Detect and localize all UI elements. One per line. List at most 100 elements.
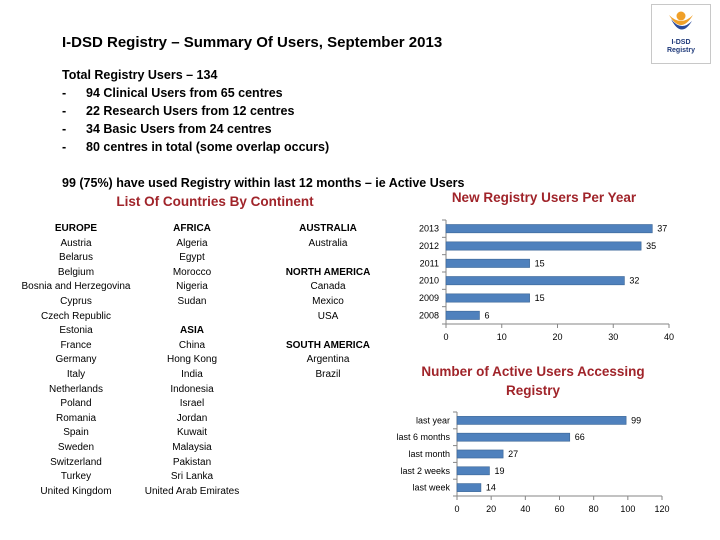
summary-block: Total Registry Users – 134 - 94 Clinical … — [62, 66, 464, 192]
europe-column: EUROPE Austria Belarus Belgium Bosnia an… — [10, 222, 142, 499]
country-item: Israel — [179, 398, 205, 410]
basic-users: 34 Basic Users from 24 centres — [86, 122, 272, 136]
registry-logo: I-DSD Registry — [651, 4, 711, 64]
x-tick-label: 0 — [454, 504, 459, 514]
country-item: Bosnia and Herzegovina — [21, 281, 131, 293]
x-tick-label: 20 — [552, 332, 562, 342]
country-item: USA — [317, 310, 339, 322]
country-item: Germany — [55, 354, 97, 366]
country-item: Brazil — [315, 368, 341, 380]
summary-bullet: - 34 Basic Users from 24 centres — [62, 120, 464, 138]
data-label: 35 — [646, 241, 656, 251]
continent-heading: SOUTH AMERICA — [285, 339, 371, 351]
bar — [456, 483, 482, 492]
summary-bullet: - 94 Clinical Users from 65 centres — [62, 84, 464, 102]
summary-bullet: - 80 centres in total (some overlap occur… — [62, 138, 464, 156]
country-item: Sri Lanka — [170, 471, 214, 483]
bar — [456, 432, 571, 442]
x-tick-label: 100 — [620, 504, 635, 514]
continent-heading: AFRICA — [173, 223, 211, 234]
x-tick-label: 10 — [497, 332, 507, 342]
logo-line2: Registry — [666, 47, 695, 54]
country-item: Italy — [66, 368, 86, 380]
country-item: Belarus — [59, 252, 93, 264]
chart-title-active-users: Number of Active Users Accessing Registr… — [421, 364, 645, 398]
data-label: 66 — [575, 432, 585, 442]
bar — [456, 449, 504, 459]
country-item: Netherlands — [49, 383, 103, 395]
country-item: Jordan — [176, 412, 208, 424]
country-item: Pakistan — [172, 456, 212, 468]
category-label: last year — [416, 415, 450, 425]
country-item: United Arab Emirates — [144, 485, 240, 497]
data-label: 27 — [508, 449, 518, 459]
x-tick-label: 120 — [654, 504, 669, 514]
data-label: 14 — [486, 483, 496, 493]
bar — [445, 258, 530, 268]
category-label: 2012 — [419, 241, 439, 251]
data-label: 99 — [631, 415, 641, 425]
data-label: 15 — [535, 293, 545, 303]
country-item: Morocco — [172, 266, 212, 278]
country-item: India — [181, 368, 203, 380]
summary-bullet: - 22 Research Users from 12 centres — [62, 102, 464, 120]
x-tick-label: 80 — [589, 504, 599, 514]
country-item: Egypt — [179, 252, 205, 264]
country-item: Spain — [63, 427, 89, 439]
bar — [445, 241, 642, 251]
country-item: Cyprus — [60, 295, 92, 307]
australia-americas-column: AUSTRALIA Australia NORTH AMERICA Canada… — [270, 222, 386, 383]
logo-text: I-DSD Registry — [652, 39, 710, 55]
chart-title-new-users: New Registry Users Per Year — [451, 190, 637, 205]
data-label: 6 — [484, 310, 489, 320]
country-item: Sudan — [177, 295, 207, 307]
country-item: Estonia — [59, 325, 93, 337]
country-item: Turkey — [60, 471, 92, 483]
africa-asia-column: AFRICA Algeria Egypt Morocco Nigeria Sud… — [136, 222, 248, 499]
research-users: 22 Research Users from 12 centres — [86, 104, 295, 118]
country-item: Austria — [60, 237, 92, 249]
centres-total: 80 centres in total (some overlap occurs… — [86, 140, 330, 154]
category-label: 2010 — [419, 276, 439, 286]
data-label: 19 — [494, 466, 504, 476]
country-item: Poland — [60, 398, 92, 410]
bar — [445, 310, 480, 320]
data-label: 37 — [657, 224, 667, 234]
category-label: 2011 — [420, 258, 439, 268]
country-item: Algeria — [176, 237, 208, 249]
category-label: 2008 — [419, 310, 439, 320]
category-label: 2013 — [419, 224, 439, 234]
country-item: Sweden — [57, 441, 95, 453]
continent-heading: NORTH AMERICA — [285, 266, 371, 278]
country-item: Romania — [55, 412, 97, 424]
x-tick-label: 20 — [486, 504, 496, 514]
data-label: 15 — [535, 258, 545, 268]
bullet-dash: - — [62, 86, 67, 100]
country-item: Czech Republic — [40, 310, 112, 322]
category-label: 2009 — [419, 293, 439, 303]
logo-swoosh-icon — [669, 11, 693, 30]
bullet-dash: - — [62, 122, 67, 136]
x-tick-label: 40 — [664, 332, 674, 342]
bullet-dash: - — [62, 140, 67, 154]
bar — [456, 466, 490, 476]
page-title: I-DSD Registry – Summary Of Users, Septe… — [62, 34, 443, 51]
bar — [445, 276, 625, 286]
country-item: Argentina — [306, 354, 350, 366]
country-item: United Kingdom — [40, 485, 112, 497]
country-item: Belgium — [57, 266, 95, 278]
continent-heading: EUROPE — [54, 223, 98, 234]
bullet-dash: - — [62, 104, 67, 118]
category-label: last week — [412, 483, 450, 493]
country-item: Hong Kong — [166, 354, 218, 366]
data-label: 32 — [629, 276, 639, 286]
category-label: last month — [408, 449, 450, 459]
x-tick-label: 60 — [554, 504, 564, 514]
country-item: Indonesia — [170, 383, 214, 395]
category-label: last 6 months — [396, 432, 450, 442]
continent-heading: ASIA — [180, 325, 204, 337]
total-users: Total Registry Users – 134 — [62, 68, 218, 82]
country-item: France — [60, 339, 92, 351]
